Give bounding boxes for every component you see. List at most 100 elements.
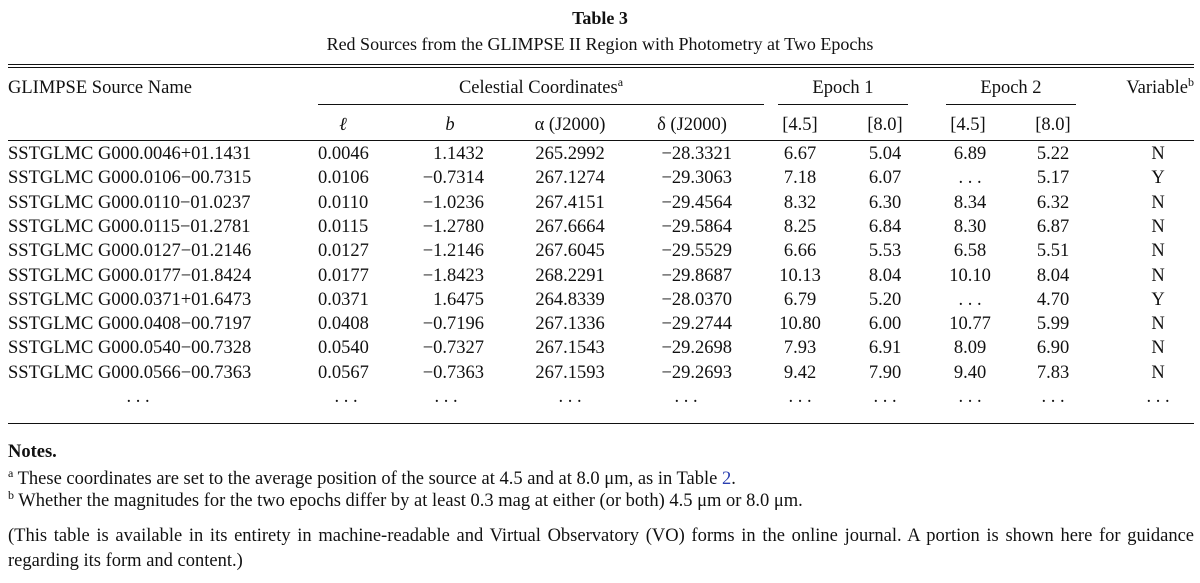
variable-cell: Y <box>1151 289 1165 310</box>
source-name-cell: SSTGLMC G000.0371+01.6473 <box>8 289 252 310</box>
variable-cell: N <box>1151 362 1165 383</box>
b-cell: −1.0236 <box>422 192 484 213</box>
e2-80-cell: 8.04 <box>1036 265 1070 286</box>
variable-cell: N <box>1151 338 1165 359</box>
e2-80-cell: 6.90 <box>1036 338 1070 359</box>
e1-45-cell: 6.66 <box>783 241 817 262</box>
l-cell: 0.0567 <box>318 362 369 383</box>
e2-80-cell: 4.70 <box>1036 289 1070 310</box>
coords-group-rule <box>318 104 764 105</box>
b-cell: . . . <box>434 387 458 407</box>
dec-cell: −29.4564 <box>661 192 732 213</box>
e1-80-cell: 6.00 <box>868 314 902 335</box>
ra-cell: 267.4151 <box>535 192 605 213</box>
e2-80-cell: 6.87 <box>1036 216 1070 237</box>
b-cell: −0.7363 <box>422 362 484 383</box>
variable-cell: N <box>1151 314 1165 335</box>
note-a-marker: a <box>8 465 14 480</box>
e1-80-cell: 5.04 <box>868 144 902 164</box>
top-rule <box>8 64 1194 65</box>
e2-45-cell: 8.30 <box>953 216 987 237</box>
variable-cell: N <box>1151 265 1165 286</box>
note-b-marker: b <box>8 487 14 502</box>
footnote-b-marker: b <box>1188 74 1194 89</box>
source-name-cell: SSTGLMC G000.0115−01.2781 <box>8 216 251 237</box>
note-a: a These coordinates are set to the avera… <box>8 465 736 490</box>
e1-80-cell: 6.91 <box>868 338 902 359</box>
b-cell: −0.7196 <box>422 314 484 335</box>
e1-80-cell: 6.84 <box>868 216 902 237</box>
e1-80-cell: 6.30 <box>868 192 902 213</box>
e1-45-cell: 9.42 <box>783 362 817 383</box>
b-cell: 1.1432 <box>433 144 484 164</box>
top-rule-2 <box>8 67 1194 68</box>
subheader-b: b <box>445 115 455 135</box>
source-name-cell: SSTGLMC G000.0046+01.1431 <box>8 144 252 164</box>
notes-heading: Notes. <box>8 442 57 462</box>
e1-45-cell: 7.18 <box>783 168 817 189</box>
source-name-cell: SSTGLMC G000.0177−01.8424 <box>8 265 252 286</box>
b-cell: −0.7314 <box>422 168 484 189</box>
e2-80-cell: 5.17 <box>1036 168 1070 189</box>
subheader-dec: δ (J2000) <box>657 115 727 135</box>
dec-cell: −29.5864 <box>661 216 732 237</box>
e2-80-cell: 6.32 <box>1036 192 1070 213</box>
l-cell: . . . <box>334 387 358 407</box>
ra-cell: 268.2291 <box>535 265 605 286</box>
e1-45-cell: 8.32 <box>783 192 817 213</box>
source-name-cell: SSTGLMC G000.0110−01.0237 <box>8 192 251 213</box>
source-name-cell: SSTGLMC G000.0408−00.7197 <box>8 314 252 335</box>
ra-cell: 267.6664 <box>535 216 605 237</box>
source-name-cell: SSTGLMC G000.0106−00.7315 <box>8 168 252 189</box>
ra-cell: 267.1593 <box>535 362 605 383</box>
variable-cell: N <box>1151 216 1165 237</box>
dec-cell: −28.3321 <box>661 144 732 164</box>
epoch1-group-rule <box>778 104 908 105</box>
ra-cell: 267.1336 <box>535 314 605 335</box>
e2-45-cell: 8.34 <box>953 192 987 213</box>
subheader-e2-80: [8.0] <box>1035 115 1071 135</box>
epoch2-group-rule <box>946 104 1076 105</box>
e2-45-cell: 6.58 <box>953 241 987 262</box>
subheader-ra: α (J2000) <box>534 115 606 135</box>
e1-45-cell: . . . <box>788 387 812 407</box>
ra-cell: 267.6045 <box>535 241 605 262</box>
b-cell: −0.7327 <box>422 338 484 359</box>
ra-cell: 265.2992 <box>535 144 605 164</box>
footnote-a-marker: a <box>617 74 624 89</box>
subheader-e2-45: [4.5] <box>950 115 986 135</box>
dec-cell: −28.0370 <box>661 289 732 310</box>
bottom-rule <box>8 423 1194 424</box>
e1-45-cell: 10.80 <box>779 314 821 335</box>
ra-cell: 267.1274 <box>535 168 605 189</box>
table-2-link[interactable]: 2 <box>722 469 732 489</box>
dec-cell: . . . <box>674 387 698 407</box>
e2-45-cell: 10.10 <box>949 265 991 286</box>
e1-45-cell: 10.13 <box>779 265 821 286</box>
e1-45-cell: 8.25 <box>783 216 817 237</box>
b-cell: −1.2780 <box>422 216 484 237</box>
e1-80-cell: . . . <box>873 387 897 407</box>
e2-80-cell: 7.83 <box>1036 362 1070 383</box>
l-cell: 0.0115 <box>318 216 369 237</box>
e1-80-cell: 6.07 <box>868 168 902 189</box>
source-name-cell: SSTGLMC G000.0566−00.7363 <box>8 362 252 383</box>
e1-45-cell: 7.93 <box>783 338 817 359</box>
l-cell: 0.0106 <box>318 168 369 189</box>
dec-cell: −29.2693 <box>661 362 732 383</box>
e2-45-cell: 10.77 <box>949 314 991 335</box>
source-name-cell: . . . <box>126 387 150 407</box>
e1-80-cell: 5.53 <box>868 241 902 262</box>
header-source-name: GLIMPSE Source Name <box>8 78 192 98</box>
source-name-cell: SSTGLMC G000.0127−01.2146 <box>8 241 252 262</box>
dec-cell: −29.5529 <box>661 241 732 262</box>
e2-45-cell: 8.09 <box>953 338 987 359</box>
note-a-text: These coordinates are set to the average… <box>17 469 722 489</box>
dec-cell: −29.3063 <box>661 168 732 189</box>
l-cell: 0.0540 <box>318 338 369 359</box>
note-a-end: . <box>731 469 736 489</box>
b-cell: −1.8423 <box>422 265 484 286</box>
availability-note: (This table is available in its entirety… <box>8 526 1194 571</box>
e2-45-cell: 9.40 <box>953 362 987 383</box>
b-cell: −1.2146 <box>422 241 484 262</box>
